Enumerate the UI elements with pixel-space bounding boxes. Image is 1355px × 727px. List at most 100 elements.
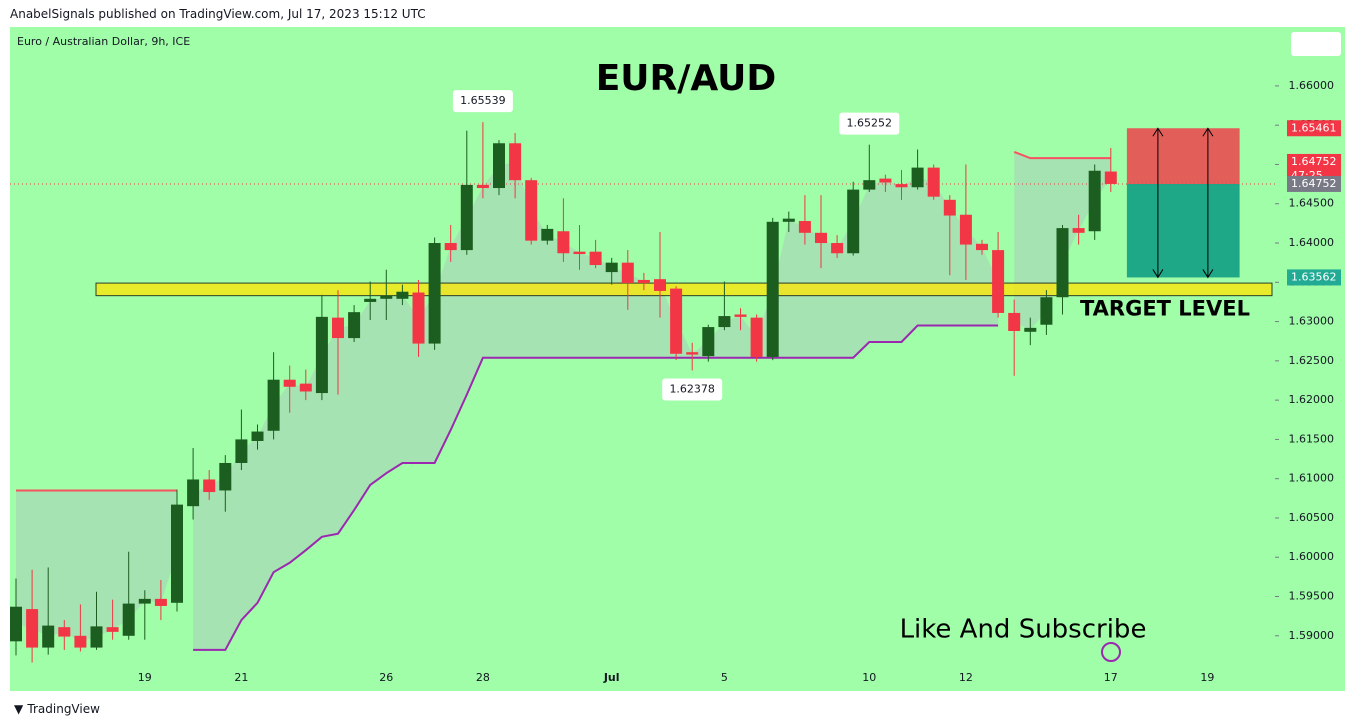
footer-brand: TradingView — [27, 702, 100, 716]
candle-body — [380, 295, 393, 299]
candle-body — [235, 439, 248, 463]
candle-body — [541, 228, 554, 241]
candle-body — [90, 626, 103, 648]
candle-body — [686, 352, 699, 355]
candle-body — [927, 167, 940, 197]
price-label-box — [1287, 269, 1341, 286]
candle-body — [1088, 170, 1101, 232]
x-tick-label: 19 — [138, 671, 152, 684]
candle-body — [203, 479, 216, 493]
candle-body — [863, 180, 876, 190]
candle-body — [573, 251, 586, 255]
x-tick-label: 19 — [1200, 671, 1214, 684]
footer: ▼ TradingView — [14, 702, 100, 716]
candle-body — [412, 292, 425, 344]
candle-body — [1008, 312, 1021, 332]
y-tick-label: 1.64000 — [1289, 236, 1335, 249]
candle-body — [42, 625, 55, 648]
price-label-box — [1287, 120, 1341, 137]
annotation-label: 1.65252 — [847, 117, 893, 130]
x-tick-label: 28 — [476, 671, 490, 684]
candle-body — [911, 167, 924, 188]
annotation-label: 1.65539 — [460, 94, 506, 107]
zone — [95, 282, 1273, 297]
candle-body — [364, 298, 377, 302]
y-tick-label: 1.62000 — [1289, 393, 1335, 406]
y-tick-label: 1.63000 — [1289, 315, 1335, 328]
trend-fill — [16, 490, 177, 642]
candle-body — [26, 609, 39, 648]
candle-body — [219, 462, 232, 491]
chart-title: EUR/AUD — [596, 58, 777, 99]
x-tick-label: 26 — [379, 671, 393, 684]
trend-line — [1013, 150, 1111, 160]
candle-body — [670, 288, 683, 354]
chart-subtitle: Euro / Australian Dollar, 9h, ICE — [17, 35, 190, 48]
trend-line — [193, 324, 999, 651]
candle-body — [895, 184, 908, 188]
candle-body — [251, 431, 264, 441]
candle-body — [1040, 297, 1053, 325]
candle-body — [734, 314, 747, 317]
candle-body — [992, 250, 1005, 313]
candle-body — [847, 189, 860, 254]
candle-body — [1056, 228, 1069, 298]
annotation-label: 1.62378 — [669, 382, 715, 395]
x-tick-label: 17 — [1104, 671, 1118, 684]
x-tick-label: 5 — [721, 671, 728, 684]
y-tick-label: 1.61000 — [1289, 472, 1335, 485]
candle-body — [1072, 228, 1085, 233]
candle-body — [782, 218, 795, 222]
candle-body — [525, 180, 538, 241]
candle-body — [154, 598, 167, 606]
annotation-box — [452, 90, 513, 113]
annotation-box — [839, 112, 900, 135]
price-label: 1.64752 — [1291, 177, 1337, 190]
x-tick-label: Jul — [603, 671, 620, 684]
note: Like And Subscribe — [900, 615, 1147, 645]
candle-body — [138, 598, 151, 604]
y-tick-label: 1.60500 — [1289, 511, 1335, 524]
candle-body — [589, 251, 602, 266]
candle-body — [476, 184, 489, 189]
arrow-head — [1152, 269, 1164, 279]
zone-label: TARGET LEVEL — [1080, 297, 1250, 321]
price-label: 1.64752 — [1291, 155, 1337, 168]
arrow-head — [1152, 127, 1164, 137]
icon — [1101, 642, 1121, 662]
candle-body — [74, 635, 87, 648]
candle-body — [267, 379, 280, 431]
candle-body — [605, 262, 618, 273]
candle-body — [718, 316, 731, 328]
candle-body — [1104, 171, 1117, 184]
candle-body — [187, 479, 200, 507]
price-label: 1.63562 — [1291, 270, 1337, 283]
candle-body — [750, 317, 763, 357]
x-tick-label: 21 — [234, 671, 248, 684]
candle-body — [122, 603, 135, 636]
button[interactable] — [1291, 32, 1341, 56]
candle-body — [976, 243, 988, 251]
y-tick-label: 1.59000 — [1289, 629, 1335, 642]
x-tick-label: 12 — [959, 671, 973, 684]
candle-body — [58, 627, 71, 637]
candle-body — [879, 178, 892, 183]
candle-body — [831, 243, 844, 254]
stop-zone — [1126, 128, 1240, 184]
candle-body — [654, 279, 666, 291]
y-tick-label: 1.60000 — [1289, 550, 1335, 563]
candle-body — [621, 262, 634, 284]
candle-body — [702, 327, 715, 357]
candle-body — [959, 214, 972, 245]
target-zone — [1126, 183, 1240, 278]
candle-body — [348, 312, 361, 339]
y-tick-label: 1.64500 — [1289, 197, 1335, 210]
candle-body — [766, 221, 779, 357]
candle-body — [428, 243, 441, 344]
arrow-head — [1202, 269, 1214, 279]
x-tick-label: 10 — [862, 671, 876, 684]
header: AnabelSignals published on TradingView.c… — [10, 7, 426, 21]
candle-body — [815, 232, 827, 244]
